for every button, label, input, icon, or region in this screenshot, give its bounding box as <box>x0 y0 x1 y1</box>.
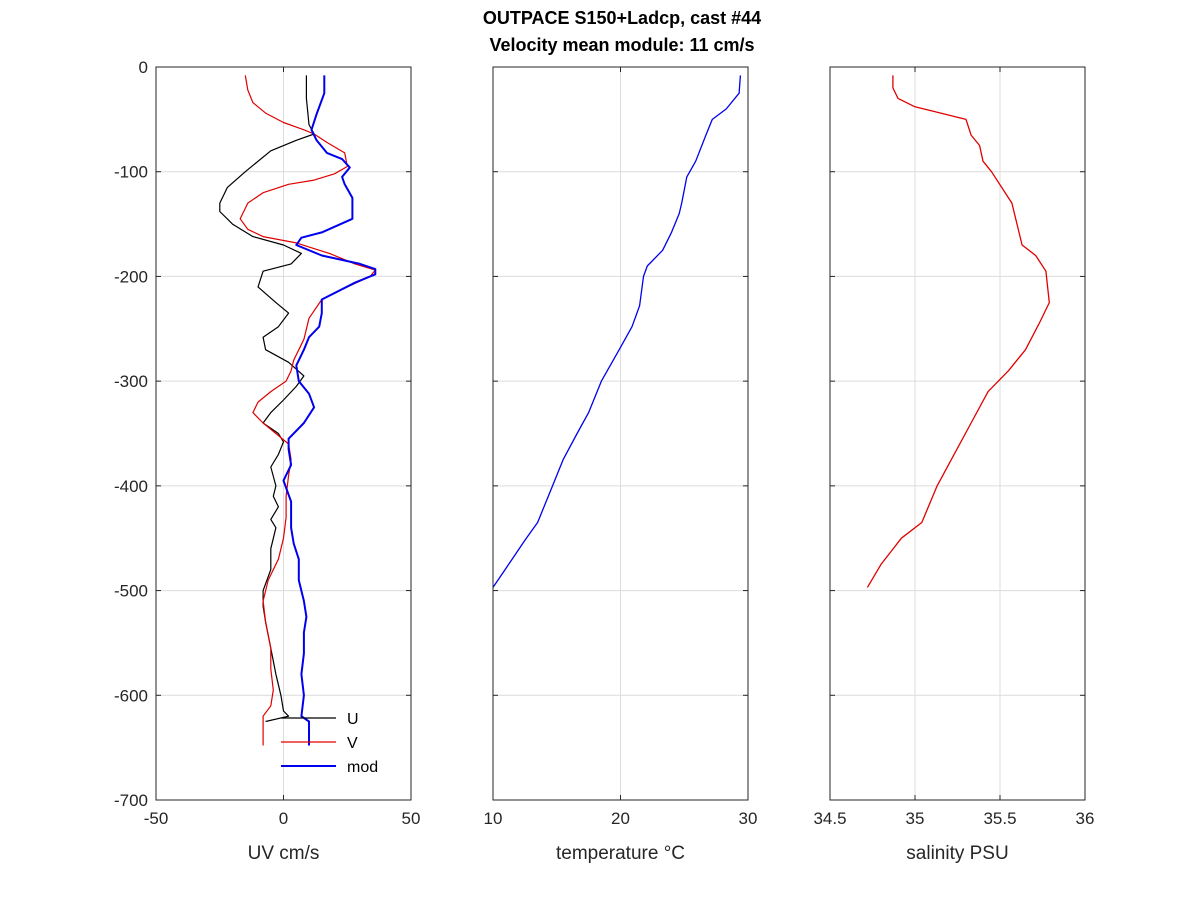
y-tick-label: -400 <box>114 477 148 496</box>
x-axis-label: UV cm/s <box>248 843 320 864</box>
y-tick-label: -500 <box>114 582 148 601</box>
y-tick-label: -300 <box>114 372 148 391</box>
y-tick-label: -100 <box>114 163 148 182</box>
chart-title-line-1: OUTPACE S150+Ladcp, cast #44 <box>483 8 761 28</box>
x-tick-label: 20 <box>611 809 630 828</box>
x-tick-label: -50 <box>144 809 169 828</box>
x-tick-label: 36 <box>1076 809 1095 828</box>
panel-2: 10 20 30 temperature °C <box>484 66 758 864</box>
x-tick-label: 10 <box>484 809 503 828</box>
chart-title-line-2: Velocity mean module: 11 cm/s <box>489 35 754 55</box>
x-axis-label: salinity PSU <box>906 843 1008 864</box>
legend-label-u: U <box>347 711 359 728</box>
y-tick-label: 0 <box>139 58 148 77</box>
x-tick-label: 50 <box>402 809 421 828</box>
x-tick-label: 0 <box>279 809 288 828</box>
y-tick-label: -200 <box>114 267 148 286</box>
legend-label-v: V <box>347 735 358 752</box>
legend-label-mod: mod <box>347 759 378 776</box>
axes-frame <box>829 66 1086 801</box>
axes-background <box>830 67 1085 800</box>
x-axis-label: temperature °C <box>556 843 685 864</box>
y-tick-label: -700 <box>114 791 148 810</box>
series-v-line <box>239 75 376 746</box>
x-tick-label: 35.5 <box>983 809 1016 828</box>
x-tick-label: 30 <box>739 809 758 828</box>
profile-line <box>492 75 742 588</box>
series-mod-line <box>282 75 377 746</box>
x-tick-label: 34.5 <box>813 809 846 828</box>
panel-3: 34.5 35 35.5 36 salinity PSU <box>813 66 1095 864</box>
profile-line <box>866 75 1050 588</box>
y-tick-label: -600 <box>114 686 148 705</box>
x-tick-label: 35 <box>906 809 925 828</box>
